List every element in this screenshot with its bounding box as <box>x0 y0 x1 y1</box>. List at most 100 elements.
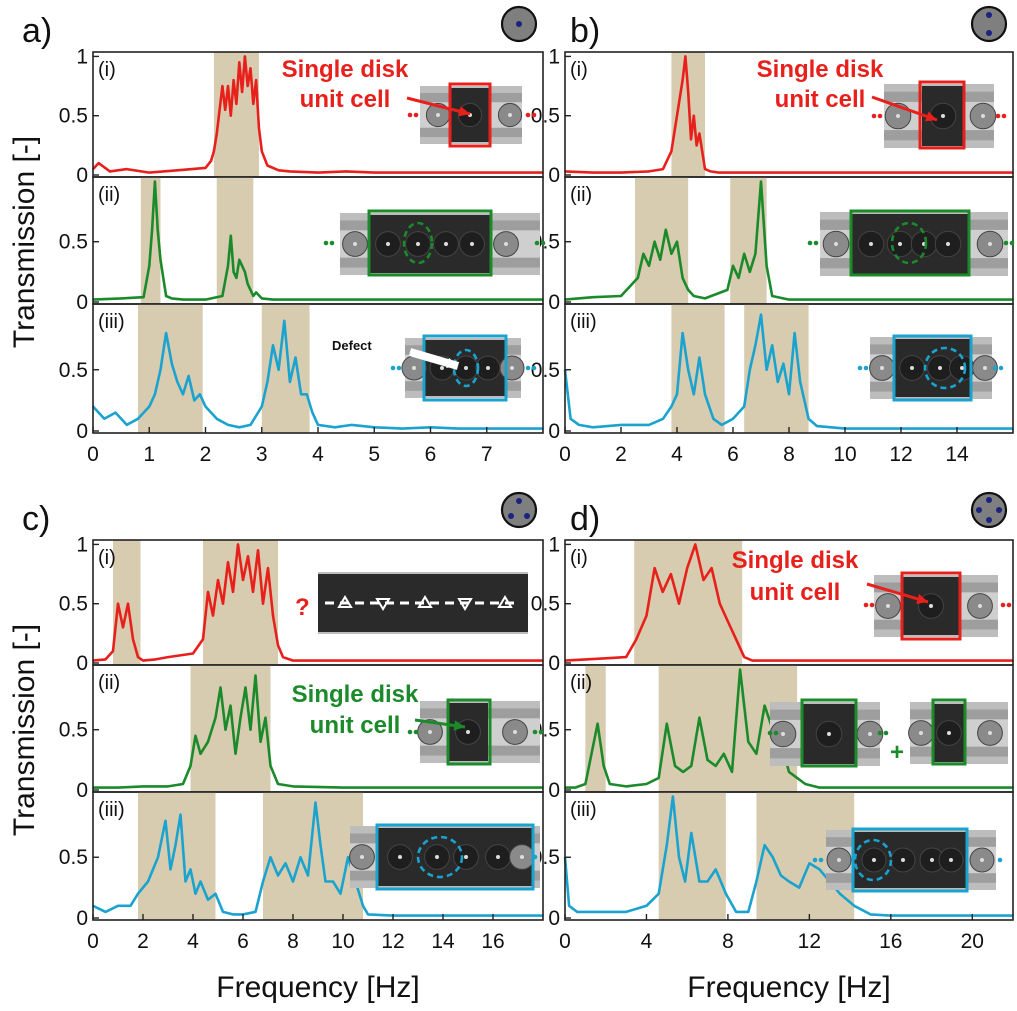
data-point <box>672 795 674 798</box>
data-point <box>266 381 269 383</box>
data-point <box>249 728 252 731</box>
arrow-head <box>446 357 458 368</box>
data-point <box>788 771 790 773</box>
data-point <box>956 298 958 301</box>
data-point <box>653 240 656 243</box>
disk-dot <box>524 513 530 519</box>
data-point <box>771 344 773 347</box>
data-point <box>592 171 594 174</box>
data-point <box>637 277 639 279</box>
disk-icon <box>500 5 538 43</box>
x-tick-label: 12 <box>798 930 821 953</box>
data-point <box>227 561 229 564</box>
data-point <box>272 298 274 301</box>
data-point <box>839 892 841 895</box>
data-point <box>676 114 678 117</box>
data-point <box>568 905 570 907</box>
data-point <box>844 171 846 174</box>
data-point <box>492 786 494 789</box>
data-point <box>224 728 227 731</box>
data-point <box>294 356 297 359</box>
disk-dot <box>986 12 992 18</box>
transmission-line <box>563 313 1013 430</box>
y-tick-label: 0 <box>76 420 88 443</box>
data-point <box>755 880 758 883</box>
data-point <box>249 289 252 291</box>
unit-cell-frame <box>422 334 508 402</box>
data-point <box>698 132 701 135</box>
data-point <box>956 171 958 174</box>
data-point <box>260 405 263 408</box>
data-point <box>241 91 243 93</box>
data-point <box>676 240 678 243</box>
data-point <box>347 856 349 859</box>
data-point <box>657 777 660 779</box>
data-point <box>284 862 287 865</box>
transmission-line <box>564 55 1013 174</box>
row-label: (i) <box>570 59 588 81</box>
data-point <box>246 85 249 87</box>
data-point <box>737 277 740 279</box>
data-point <box>314 801 317 804</box>
data-point <box>392 659 394 662</box>
continuation-dot <box>413 729 419 735</box>
continuation-dot <box>818 857 824 863</box>
continuation-dot <box>329 240 335 246</box>
data-point <box>574 786 576 789</box>
data-point <box>247 555 249 558</box>
data-point <box>289 381 291 383</box>
arrow-head <box>453 720 465 731</box>
data-point <box>602 765 605 767</box>
panel-c: 0 0.5 1 (i) 0 0.5 (ii) 0 0.5 (iii) 0 2 4 6 8 10 12 14 16 c) <box>22 491 544 953</box>
data-point <box>620 295 622 297</box>
data-point <box>687 91 689 93</box>
data-point <box>777 381 779 383</box>
y-axis-label: Transmission [-] <box>8 624 41 836</box>
data-point <box>678 602 680 605</box>
data-point <box>345 170 347 173</box>
data-point <box>117 786 119 789</box>
band-gap <box>635 177 689 304</box>
y-tick-label: 0 <box>76 291 88 314</box>
data-point <box>238 259 241 261</box>
x-tick-label: 0 <box>559 443 571 466</box>
data-point <box>194 892 197 895</box>
unit-cell-frame <box>367 209 493 277</box>
continuation-dot <box>857 365 863 371</box>
continuation-dot <box>534 240 540 246</box>
data-point <box>625 785 627 788</box>
data-point <box>706 880 709 883</box>
y-tick-label: 0 <box>548 779 560 802</box>
transmission-line <box>565 668 1013 789</box>
defect-ellipse <box>890 221 928 265</box>
data-point <box>731 771 733 773</box>
data-point <box>210 159 212 162</box>
continuation-dot <box>1009 240 1015 246</box>
data-point <box>182 393 184 396</box>
data-point <box>199 393 201 396</box>
band-gap <box>138 792 216 920</box>
row-label: (ii) <box>98 184 120 206</box>
continuation-dot <box>812 857 818 863</box>
data-point <box>788 880 790 883</box>
data-point <box>235 103 238 105</box>
data-point <box>165 332 167 334</box>
data-point <box>249 67 252 70</box>
data-point <box>137 417 139 420</box>
data-point <box>114 411 117 414</box>
data-point <box>207 591 209 593</box>
row-2: 00.5(iii) <box>531 791 1014 930</box>
data-point <box>723 753 725 755</box>
x-tick-label: 16 <box>481 930 504 953</box>
data-point <box>788 393 790 396</box>
data-point <box>162 277 165 279</box>
y-tick-label: 1 <box>548 533 560 556</box>
data-point <box>244 55 246 58</box>
y-tick-label: 0 <box>548 164 560 187</box>
x-tick-label: 6 <box>727 443 739 466</box>
data-point <box>104 911 107 913</box>
data-point <box>670 573 672 575</box>
annotation-text: Single disk <box>282 56 409 83</box>
x-tick-label: 0 <box>559 930 571 953</box>
data-point <box>788 298 790 301</box>
